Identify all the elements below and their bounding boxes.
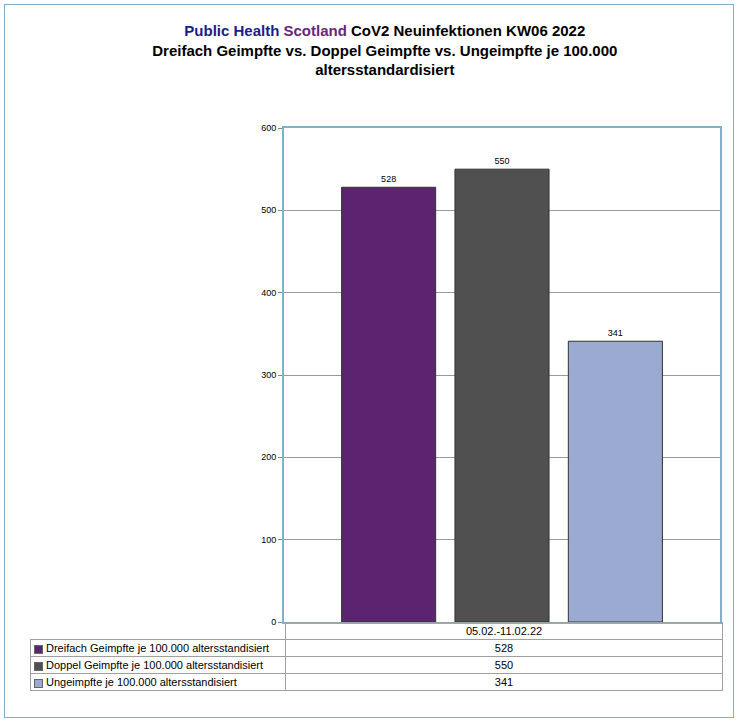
html-text:528: 528 <box>494 642 514 654</box>
svg-text:0: 0 <box>271 617 276 627</box>
svg-text:550: 550 <box>494 156 509 166</box>
svg-text:200: 200 <box>261 452 276 462</box>
svg-text:600: 600 <box>261 123 276 133</box>
html-text:05.02.-11.02.22: 05.02.-11.02.22 <box>465 625 543 637</box>
html-text:341: 341 <box>494 676 514 688</box>
html-text:Dreifach Geimpfte je 100.000 a: Dreifach Geimpfte je 100.000 altersstand… <box>46 642 270 654</box>
html-text:Ungeimpfte je 100.000 altersst: Ungeimpfte je 100.000 altersstandisiert <box>46 676 237 688</box>
svg-text:341: 341 <box>608 328 623 338</box>
svg-text:Public Health Scotland CoV2 Ne: Public Health Scotland CoV2 Neuinfektion… <box>152 22 617 78</box>
svg-text:100: 100 <box>261 535 276 545</box>
svg-text:500: 500 <box>261 205 276 215</box>
svg-text:300: 300 <box>261 370 276 380</box>
svg-text:528: 528 <box>381 174 396 184</box>
html-text:550: 550 <box>494 659 514 671</box>
html-text:Doppel Geimpfte je 100.000 alt: Doppel Geimpfte je 100.000 altersstandis… <box>46 659 264 671</box>
svg-text:400: 400 <box>261 288 276 298</box>
